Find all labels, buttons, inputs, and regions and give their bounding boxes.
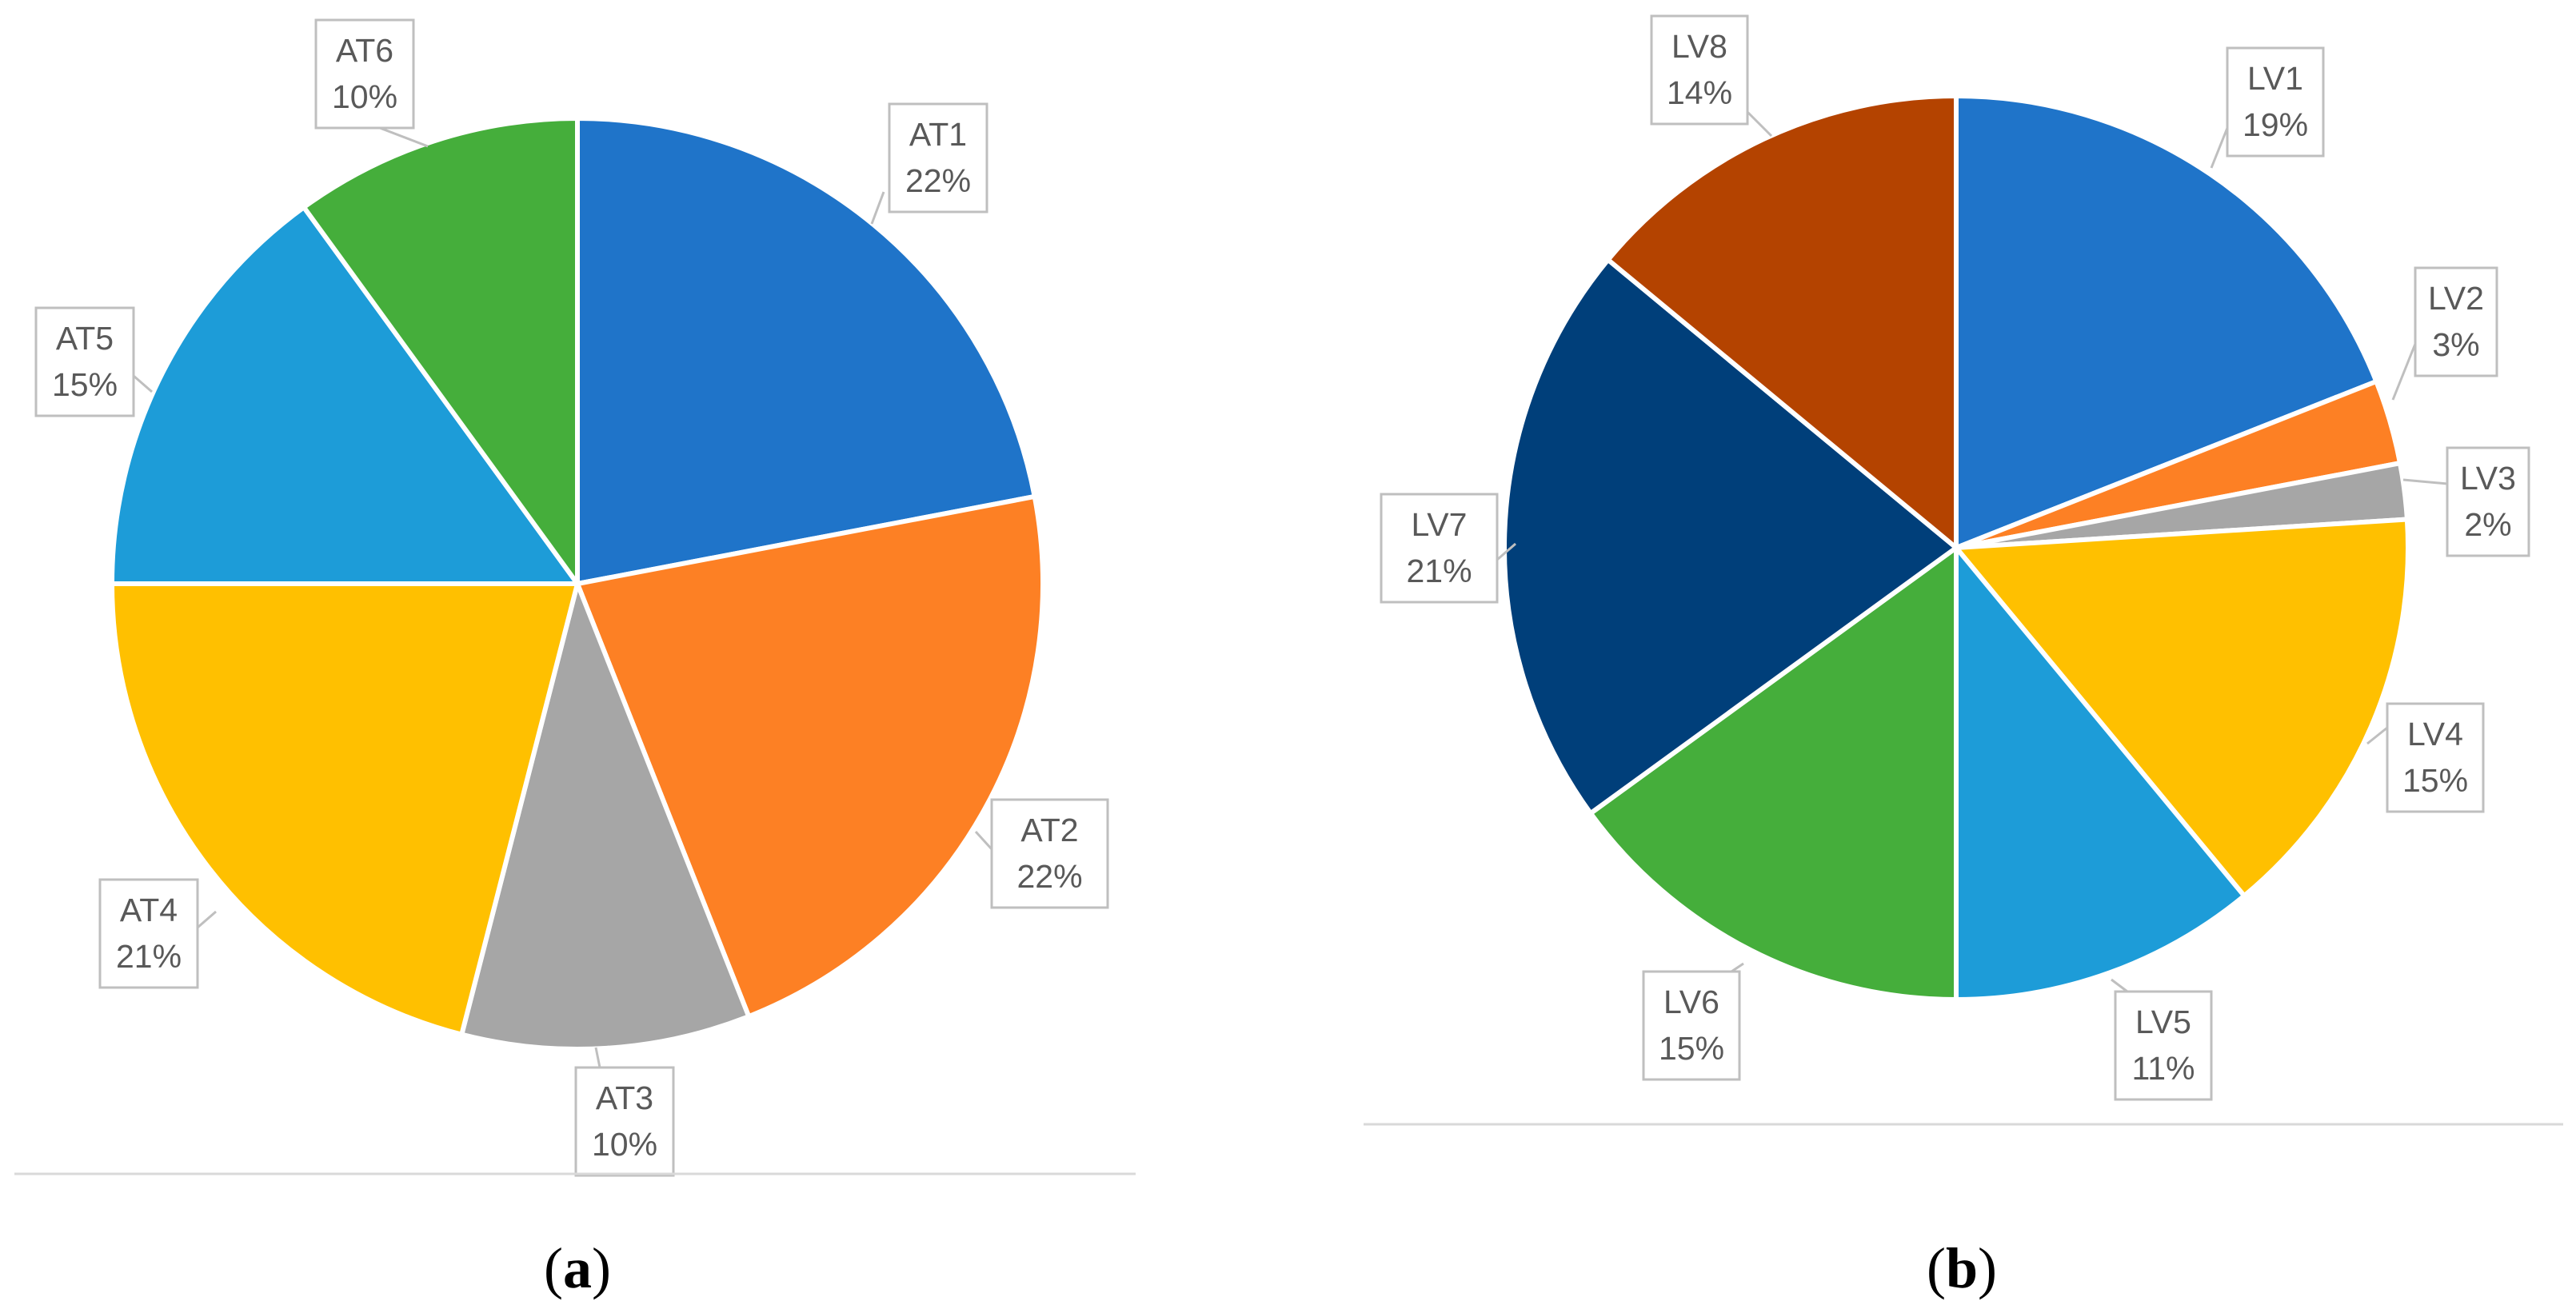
label-category-lv4: LV4 (2407, 716, 2463, 752)
label-box-at3 (574, 1066, 675, 1177)
label-box-lv4 (2386, 702, 2485, 813)
label-value-at3: 10% (592, 1126, 657, 1163)
caption-b-letter: b (1946, 1236, 1978, 1300)
pie-slice-at1 (575, 116, 1037, 586)
caption-b-open: ( (1927, 1236, 1946, 1300)
label-value-lv1: 19% (2243, 106, 2308, 143)
label-box-lv1 (2226, 46, 2325, 158)
pie-slice-lv4 (1954, 517, 2410, 899)
label-leader-at4 (197, 910, 217, 929)
label-leader-at1 (870, 191, 885, 225)
label-category-at6: AT6 (336, 32, 393, 69)
label-leader-at6 (379, 126, 429, 148)
label-leader-lv4 (2366, 726, 2388, 745)
label-category-lv7: LV7 (1412, 506, 1468, 543)
pie-slice-lv6 (1588, 545, 1959, 1002)
pie-slice-lv1 (1954, 94, 2379, 550)
pie-slice-at3 (459, 581, 752, 1052)
label-category-lv6: LV6 (1663, 984, 1719, 1020)
pie-slice-at2 (575, 493, 1045, 1020)
label-value-lv5: 11% (2131, 1050, 2195, 1087)
label-value-lv8: 14% (1667, 74, 1732, 111)
label-leader-lv2 (2391, 343, 2417, 401)
pie-slice-at4 (110, 581, 580, 1037)
label-value-lv3: 2% (2464, 506, 2511, 543)
label-category-lv2: LV2 (2428, 280, 2484, 317)
pie-slice-at6 (301, 116, 580, 586)
label-leader-lv7 (1496, 542, 1516, 561)
caption-a-letter: a (563, 1236, 592, 1300)
caption-a: (a) (544, 1236, 611, 1300)
label-leader-lv6 (1731, 962, 1744, 973)
label-box-at2 (990, 798, 1109, 909)
label-leader-at2 (974, 830, 993, 851)
label-box-at5 (34, 306, 135, 417)
label-value-at4: 21% (116, 938, 182, 975)
label-category-lv3: LV3 (2460, 460, 2516, 497)
label-box-at4 (98, 878, 199, 989)
label-box-at6 (314, 18, 415, 130)
label-leader-lv1 (2210, 127, 2229, 169)
pie-slice-lv5 (1954, 545, 2247, 1002)
pie-slice-lv8 (1605, 94, 1959, 550)
label-box-lv2 (2414, 266, 2498, 377)
label-category-at3: AT3 (596, 1080, 653, 1116)
label-category-at5: AT5 (56, 320, 114, 357)
label-box-lv8 (1650, 14, 1749, 126)
label-leader-lv3 (2402, 478, 2448, 485)
label-value-at2: 22% (1016, 858, 1082, 895)
label-leader-at3 (594, 1047, 601, 1068)
label-box-lv3 (2446, 446, 2530, 557)
caption-a-close: ) (592, 1236, 611, 1300)
label-category-at2: AT2 (1020, 812, 1078, 848)
label-category-lv1: LV1 (2247, 60, 2303, 97)
pie-slice-lv7 (1502, 257, 1959, 816)
pie-slices-a (110, 116, 1045, 1052)
caption-a-open: ( (544, 1236, 563, 1300)
label-value-at5: 15% (52, 366, 118, 403)
label-category-at4: AT4 (120, 892, 178, 928)
label-value-at6: 10% (332, 78, 397, 115)
label-leader-at5 (133, 374, 153, 393)
label-box-lv7 (1380, 493, 1499, 604)
pie-chart-b: LV119%LV23%LV32%LV415%LV511%LV615%LV721%… (1364, 14, 2563, 1300)
pie-slices-b (1502, 94, 2410, 1002)
label-box-lv5 (2114, 990, 2213, 1101)
label-value-lv7: 21% (1406, 553, 1472, 589)
label-box-lv6 (1642, 970, 1741, 1081)
label-leader-lv5 (2111, 978, 2128, 993)
label-category-lv8: LV8 (1671, 28, 1727, 65)
caption-b: (b) (1927, 1236, 1997, 1300)
data-labels-b: LV119%LV23%LV32%LV415%LV511%LV615%LV721%… (1380, 14, 2530, 1101)
label-category-at1: AT1 (909, 116, 967, 153)
label-value-at1: 22% (905, 162, 971, 199)
label-value-lv6: 15% (1659, 1030, 1724, 1067)
label-box-at1 (888, 102, 988, 214)
label-value-lv4: 15% (2402, 762, 2468, 799)
pie-slice-at5 (110, 205, 580, 586)
caption-b-close: ) (1978, 1236, 1997, 1300)
label-category-lv5: LV5 (2135, 1004, 2191, 1040)
label-leader-lv8 (1746, 110, 1773, 138)
label-value-lv2: 3% (2432, 326, 2479, 363)
